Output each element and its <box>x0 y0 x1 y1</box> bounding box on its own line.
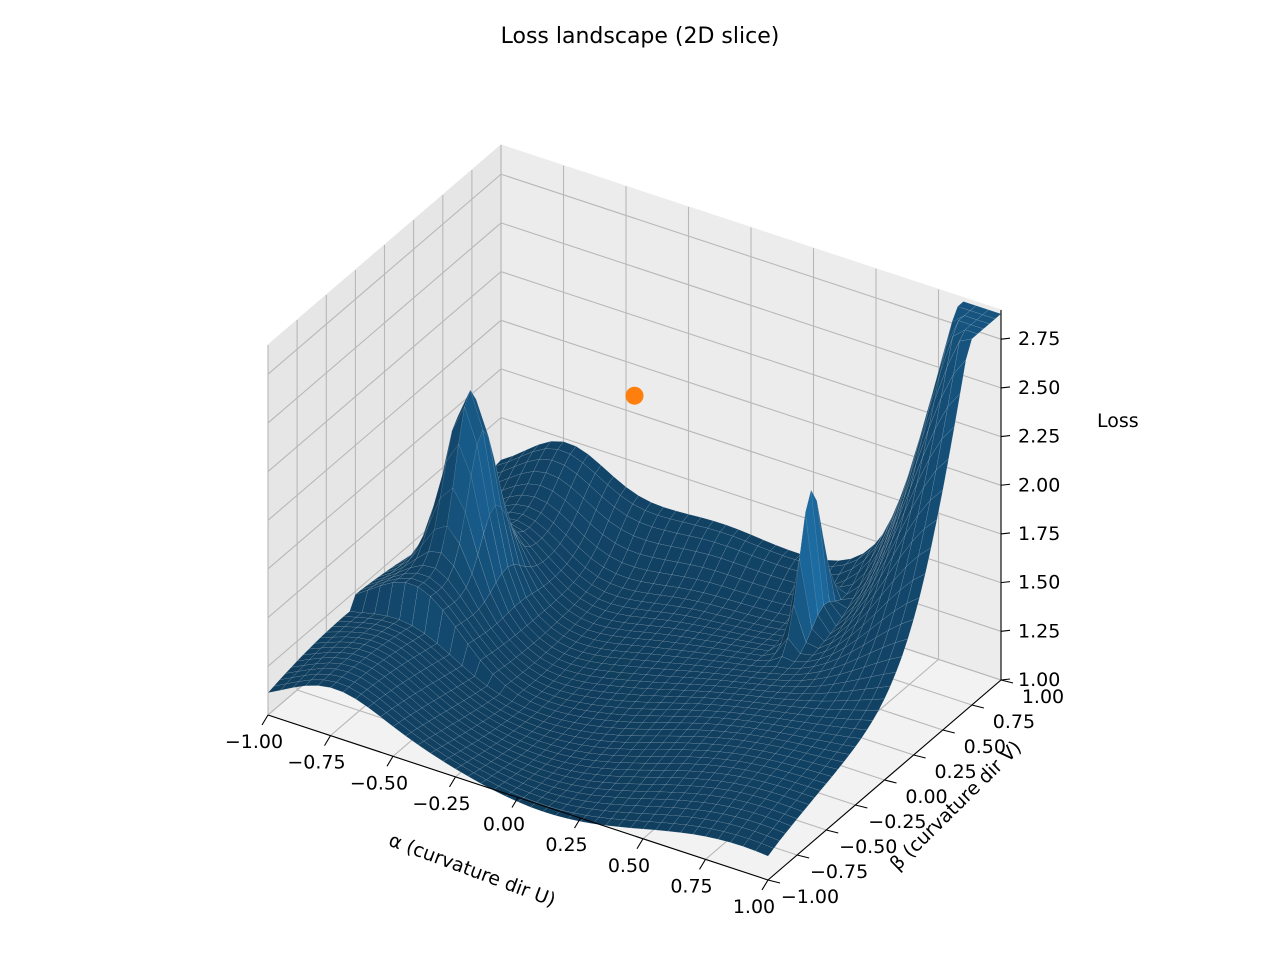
surface-face <box>819 765 839 777</box>
x-tick-mark <box>636 838 644 850</box>
surface-face <box>947 358 967 408</box>
z-tick-label: 2.25 <box>1018 426 1060 448</box>
x-tick-mark <box>324 735 331 746</box>
surface-face <box>784 806 804 820</box>
x-tick-mark <box>511 797 519 808</box>
z-tick-mark <box>1000 532 1011 535</box>
chart-title: Loss landscape (2D slice) <box>501 24 780 49</box>
z-tick-label: 2.50 <box>1018 377 1060 399</box>
y-tick-label: 0.50 <box>964 736 1006 758</box>
z-tick-mark <box>1000 386 1011 389</box>
surface-face <box>906 573 926 604</box>
y-tick-mark <box>884 779 897 784</box>
z-tick-label: 1.75 <box>1018 523 1060 545</box>
y-tick-label: −0.50 <box>839 836 897 858</box>
x-tick-mark <box>449 776 456 788</box>
loss-surface <box>267 300 1002 857</box>
z-grid-line <box>267 270 1002 473</box>
surface-face <box>766 828 786 842</box>
y-tick-mark <box>767 879 781 884</box>
surface-face <box>772 820 792 834</box>
surface-face <box>941 392 961 440</box>
y-tick-mark <box>1000 679 1014 684</box>
x-tick-mark <box>761 879 769 891</box>
z-tick-label: 1.25 <box>1018 620 1060 642</box>
z-grid-line <box>267 222 1002 424</box>
x-tick-mark <box>261 714 269 726</box>
x-tick-mark <box>574 817 581 829</box>
x-tick-label: −0.25 <box>412 793 470 815</box>
y-tick-label: 0.00 <box>905 786 947 808</box>
y-tick-mark <box>826 829 839 834</box>
surface-face <box>918 519 938 557</box>
z-tick-mark <box>1000 629 1011 632</box>
z-tick-mark <box>1000 581 1011 584</box>
y-tick-mark <box>913 754 926 759</box>
z-tick-mark <box>1000 435 1011 438</box>
x-tick-label: −0.50 <box>350 772 408 794</box>
z-grid-line <box>267 173 1002 375</box>
surface-face <box>889 638 909 660</box>
z-tick-label: 1.00 <box>1018 669 1060 691</box>
z-tick-mark <box>1000 678 1011 681</box>
z-tick-label: 2.00 <box>1018 474 1060 496</box>
z-tick-label: 2.75 <box>1018 328 1060 350</box>
x-tick-label: −1.00 <box>225 731 283 753</box>
x-tick-label: 0.50 <box>608 855 650 877</box>
marker-layer <box>625 386 644 405</box>
x-tick-label: 1.00 <box>733 896 775 918</box>
y-tick-mark <box>942 729 955 734</box>
x-tick-label: 0.00 <box>483 814 525 836</box>
x-tick-mark <box>699 859 706 870</box>
y-tick-mark <box>855 804 868 809</box>
surface-face <box>953 338 973 376</box>
surface-face <box>830 751 850 763</box>
y-tick-label: 0.25 <box>934 761 976 783</box>
surface-face <box>958 329 979 342</box>
surface-face <box>894 619 914 644</box>
y-tick-label: 1.00 <box>1022 686 1064 708</box>
z-tick-label: 1.50 <box>1018 572 1060 594</box>
y-tick-label: 0.75 <box>993 711 1035 733</box>
y-tick-label: −0.75 <box>810 861 868 883</box>
y-tick-mark <box>971 704 985 709</box>
x-tick-mark <box>386 755 394 767</box>
axes-layer: −1.00−0.75−0.50−0.250.000.250.500.751.00… <box>225 310 1064 918</box>
surface-face <box>854 719 874 731</box>
z-grid-line <box>267 416 1002 619</box>
z-grid-line <box>267 368 1002 570</box>
y-tick-label: −1.00 <box>781 886 839 908</box>
x-tick-label: −0.75 <box>287 752 345 774</box>
x-axis-label: α (curvature dir U) <box>386 829 559 911</box>
y-tick-label: −0.25 <box>868 811 926 833</box>
surface-face <box>935 425 955 471</box>
z-tick-mark <box>1000 483 1011 486</box>
surface-face <box>755 842 775 857</box>
x-tick-label: 0.75 <box>670 875 712 897</box>
z-grid-line <box>267 319 1002 521</box>
surface-face <box>929 458 949 501</box>
z-tick-mark <box>1000 337 1011 340</box>
x-tick-label: 0.25 <box>545 834 587 856</box>
surface-face <box>859 709 880 721</box>
surface-face <box>912 547 932 581</box>
surface-face <box>842 736 862 748</box>
surface-face <box>900 597 920 625</box>
minimum-marker <box>625 386 644 405</box>
y-tick-mark <box>796 854 810 859</box>
z-axis-label: Loss <box>1097 410 1139 432</box>
